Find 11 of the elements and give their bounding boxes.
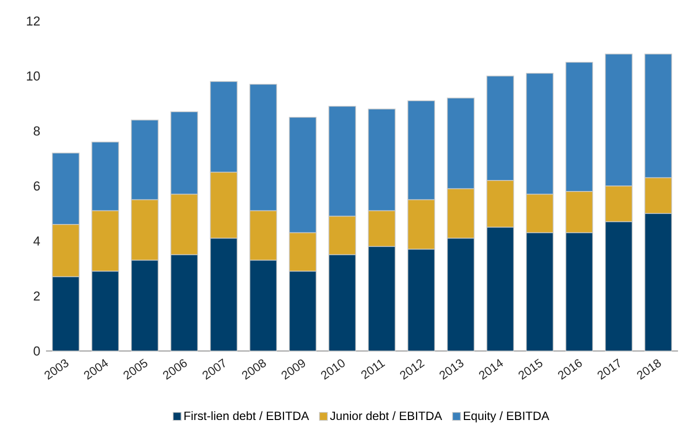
y-tick-label: 2	[34, 291, 40, 301]
y-tick-label: 0	[34, 346, 40, 356]
legend-label: First-lien debt / EBITDA	[184, 411, 310, 420]
y-tick-label: 12	[26, 16, 40, 26]
y-tick-label: 8	[34, 126, 40, 136]
legend-label: Junior debt / EBITDA	[330, 411, 442, 420]
y-tick-label: 4	[33, 236, 40, 246]
legend-label: Equity / EBITDA	[464, 411, 550, 422]
y-tick-label: 6	[34, 181, 40, 191]
y-tick-label: 10	[26, 71, 40, 81]
x-tick-label: 2011	[361, 360, 386, 380]
